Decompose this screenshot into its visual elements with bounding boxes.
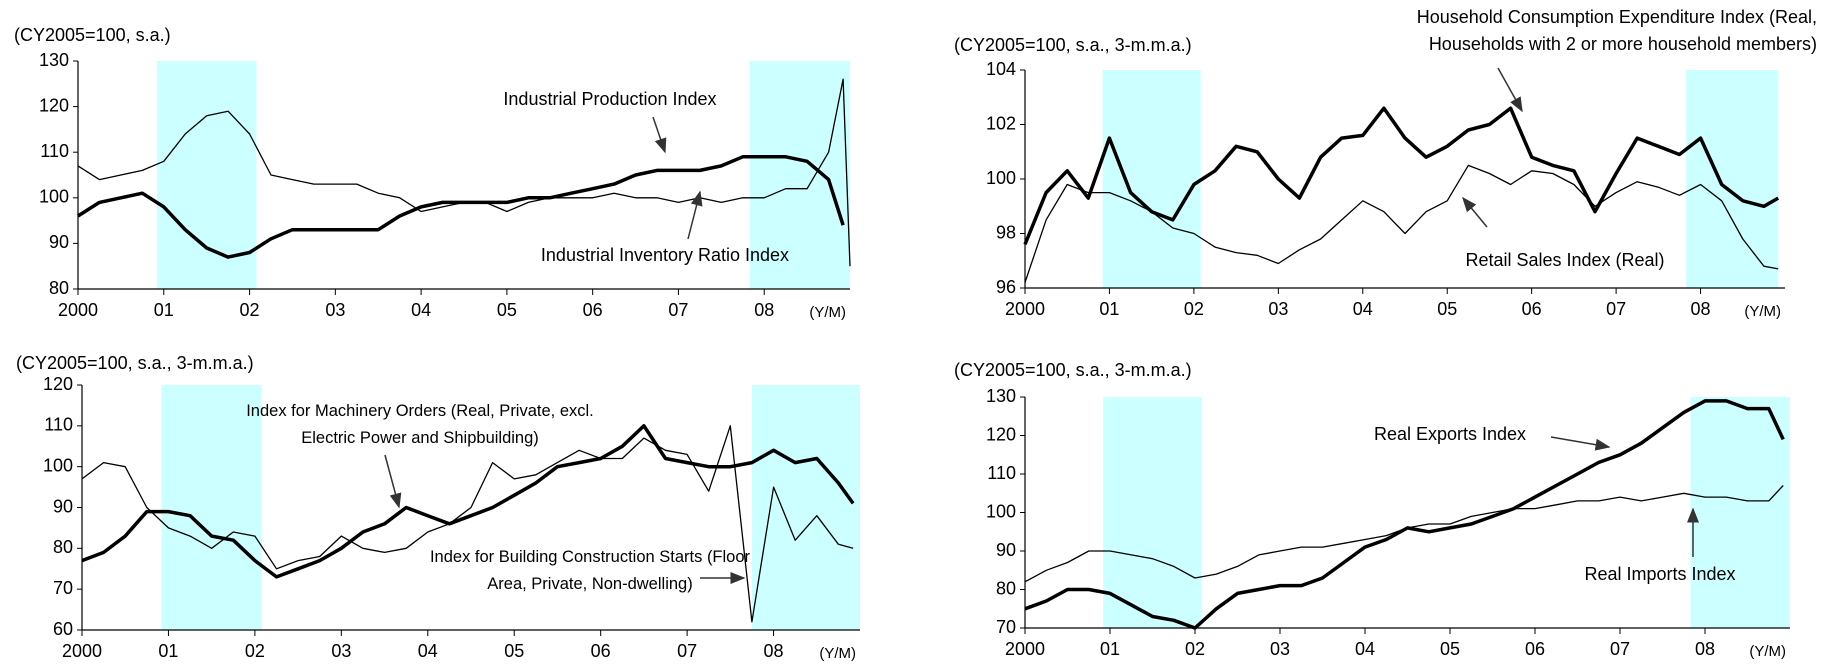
y-tick-label: 90 bbox=[996, 540, 1016, 560]
y-tick-label: 110 bbox=[44, 415, 73, 435]
x-unit: (Y/M) bbox=[1749, 643, 1786, 660]
x-tick-label: 2000 bbox=[62, 641, 102, 661]
y-tick-label: 100 bbox=[43, 455, 73, 475]
x-tick-label: 2000 bbox=[1005, 299, 1045, 319]
y-tick-label: 130 bbox=[39, 50, 69, 70]
x-tick-label: 02 bbox=[1184, 299, 1204, 319]
y-tick-label: 60 bbox=[53, 619, 73, 639]
annotation-arrow bbox=[384, 454, 402, 509]
recession-shade bbox=[1103, 397, 1202, 628]
x-tick-label: 07 bbox=[1610, 639, 1630, 659]
series-annotation: Index for Building Construction Starts (… bbox=[429, 548, 751, 593]
x-tick-label: 06 bbox=[1522, 299, 1542, 319]
series-annotation: Real Exports Index bbox=[1373, 424, 1527, 444]
y-tick-label: 110 bbox=[987, 463, 1016, 483]
x-tick-label: 08 bbox=[1691, 299, 1711, 319]
series-annotation: Industrial Inventory Ratio Index bbox=[540, 245, 790, 265]
y-tick-label: 102 bbox=[986, 113, 1016, 133]
x-tick-label: 01 bbox=[158, 641, 178, 661]
y-tick-label: 98 bbox=[996, 222, 1016, 242]
recession-shade bbox=[749, 61, 850, 289]
annotation-arrow bbox=[652, 116, 667, 154]
y-tick-label: 130 bbox=[986, 386, 1016, 406]
recession-shade bbox=[1686, 70, 1779, 288]
x-tick-label: 2000 bbox=[1005, 639, 1045, 659]
series-line bbox=[81, 425, 854, 623]
x-tick-label: 05 bbox=[1440, 639, 1460, 659]
x-tick-label: 07 bbox=[1606, 299, 1626, 319]
recession-shade bbox=[1690, 397, 1790, 628]
y-tick-label: 110 bbox=[40, 141, 69, 161]
x-tick-label: 05 bbox=[1437, 299, 1457, 319]
y-tick-label: 100 bbox=[39, 187, 69, 207]
y-tick-label: 80 bbox=[53, 537, 73, 557]
series-line bbox=[1024, 485, 1784, 583]
x-tick-label: 03 bbox=[325, 300, 345, 320]
x-tick-label: 03 bbox=[1268, 299, 1288, 319]
recession-shade bbox=[156, 61, 257, 289]
annotation-arrow bbox=[1497, 67, 1523, 113]
x-tick-label: 01 bbox=[1099, 299, 1119, 319]
x-tick-label: 02 bbox=[245, 641, 265, 661]
annotation-arrow bbox=[687, 190, 703, 240]
y-tick-label: 120 bbox=[39, 95, 69, 115]
y-tick-label: 80 bbox=[49, 278, 69, 298]
x-tick-label: 04 bbox=[411, 300, 431, 320]
x-tick-label: 08 bbox=[764, 641, 784, 661]
x-tick-label: 01 bbox=[1100, 639, 1120, 659]
x-tick-label: 04 bbox=[1353, 299, 1373, 319]
x-tick-label: 02 bbox=[240, 300, 260, 320]
x-tick-label: 07 bbox=[677, 641, 697, 661]
x-unit: (Y/M) bbox=[809, 304, 846, 321]
x-tick-label: 06 bbox=[1525, 639, 1545, 659]
recession-shade bbox=[751, 385, 860, 630]
y-tick-label: 120 bbox=[43, 374, 73, 394]
y-tick-label: 100 bbox=[986, 168, 1016, 188]
y-tick-label: 90 bbox=[49, 232, 69, 252]
x-tick-label: 08 bbox=[754, 300, 774, 320]
x-tick-label: 07 bbox=[668, 300, 688, 320]
series-annotation: Industrial Production Index bbox=[503, 89, 717, 109]
series-line bbox=[77, 78, 851, 267]
y-tick-label: 70 bbox=[53, 578, 73, 598]
x-tick-label: 02 bbox=[1185, 639, 1205, 659]
y-unit: (CY2005=100, s.a.) bbox=[14, 25, 171, 45]
series-line bbox=[81, 424, 855, 579]
y-tick-label: 100 bbox=[986, 501, 1016, 521]
y-unit: (CY2005=100, s.a., 3-m.m.a.) bbox=[954, 360, 1192, 380]
x-tick-label: 01 bbox=[154, 300, 174, 320]
series-annotation: Real Imports Index bbox=[1584, 564, 1736, 584]
series-annotation: Index for Machinery Orders (Real, Privat… bbox=[246, 402, 594, 447]
x-tick-label: 03 bbox=[331, 641, 351, 661]
x-tick-label: 05 bbox=[497, 300, 517, 320]
x-unit: (Y/M) bbox=[1744, 303, 1781, 320]
x-unit: (Y/M) bbox=[819, 645, 856, 662]
recession-shade bbox=[161, 385, 262, 630]
x-tick-label: 04 bbox=[1355, 639, 1375, 659]
annotation-arrow bbox=[1550, 436, 1611, 451]
y-unit: (CY2005=100, s.a., 3-m.m.a.) bbox=[954, 35, 1192, 55]
y-tick-label: 120 bbox=[986, 424, 1016, 444]
y-tick-label: 80 bbox=[996, 578, 1016, 598]
x-tick-label: 08 bbox=[1695, 639, 1715, 659]
series-annotation: Household Consumption Expenditure Index … bbox=[1416, 7, 1817, 54]
y-unit: (CY2005=100, s.a., 3-m.m.a.) bbox=[16, 353, 254, 373]
series-line bbox=[1024, 164, 1779, 283]
y-tick-label: 96 bbox=[996, 277, 1016, 297]
y-tick-label: 104 bbox=[986, 59, 1016, 79]
x-tick-label: 04 bbox=[418, 641, 438, 661]
x-tick-label: 06 bbox=[583, 300, 603, 320]
x-tick-label: 05 bbox=[504, 641, 524, 661]
annotation-arrow bbox=[1462, 196, 1488, 228]
y-tick-label: 90 bbox=[53, 496, 73, 516]
x-tick-label: 03 bbox=[1270, 639, 1290, 659]
series-annotation: Retail Sales Index (Real) bbox=[1465, 250, 1665, 270]
x-tick-label: 06 bbox=[591, 641, 611, 661]
x-tick-label: 2000 bbox=[58, 300, 98, 320]
y-tick-label: 70 bbox=[996, 617, 1016, 637]
recession-shade bbox=[1102, 70, 1201, 288]
